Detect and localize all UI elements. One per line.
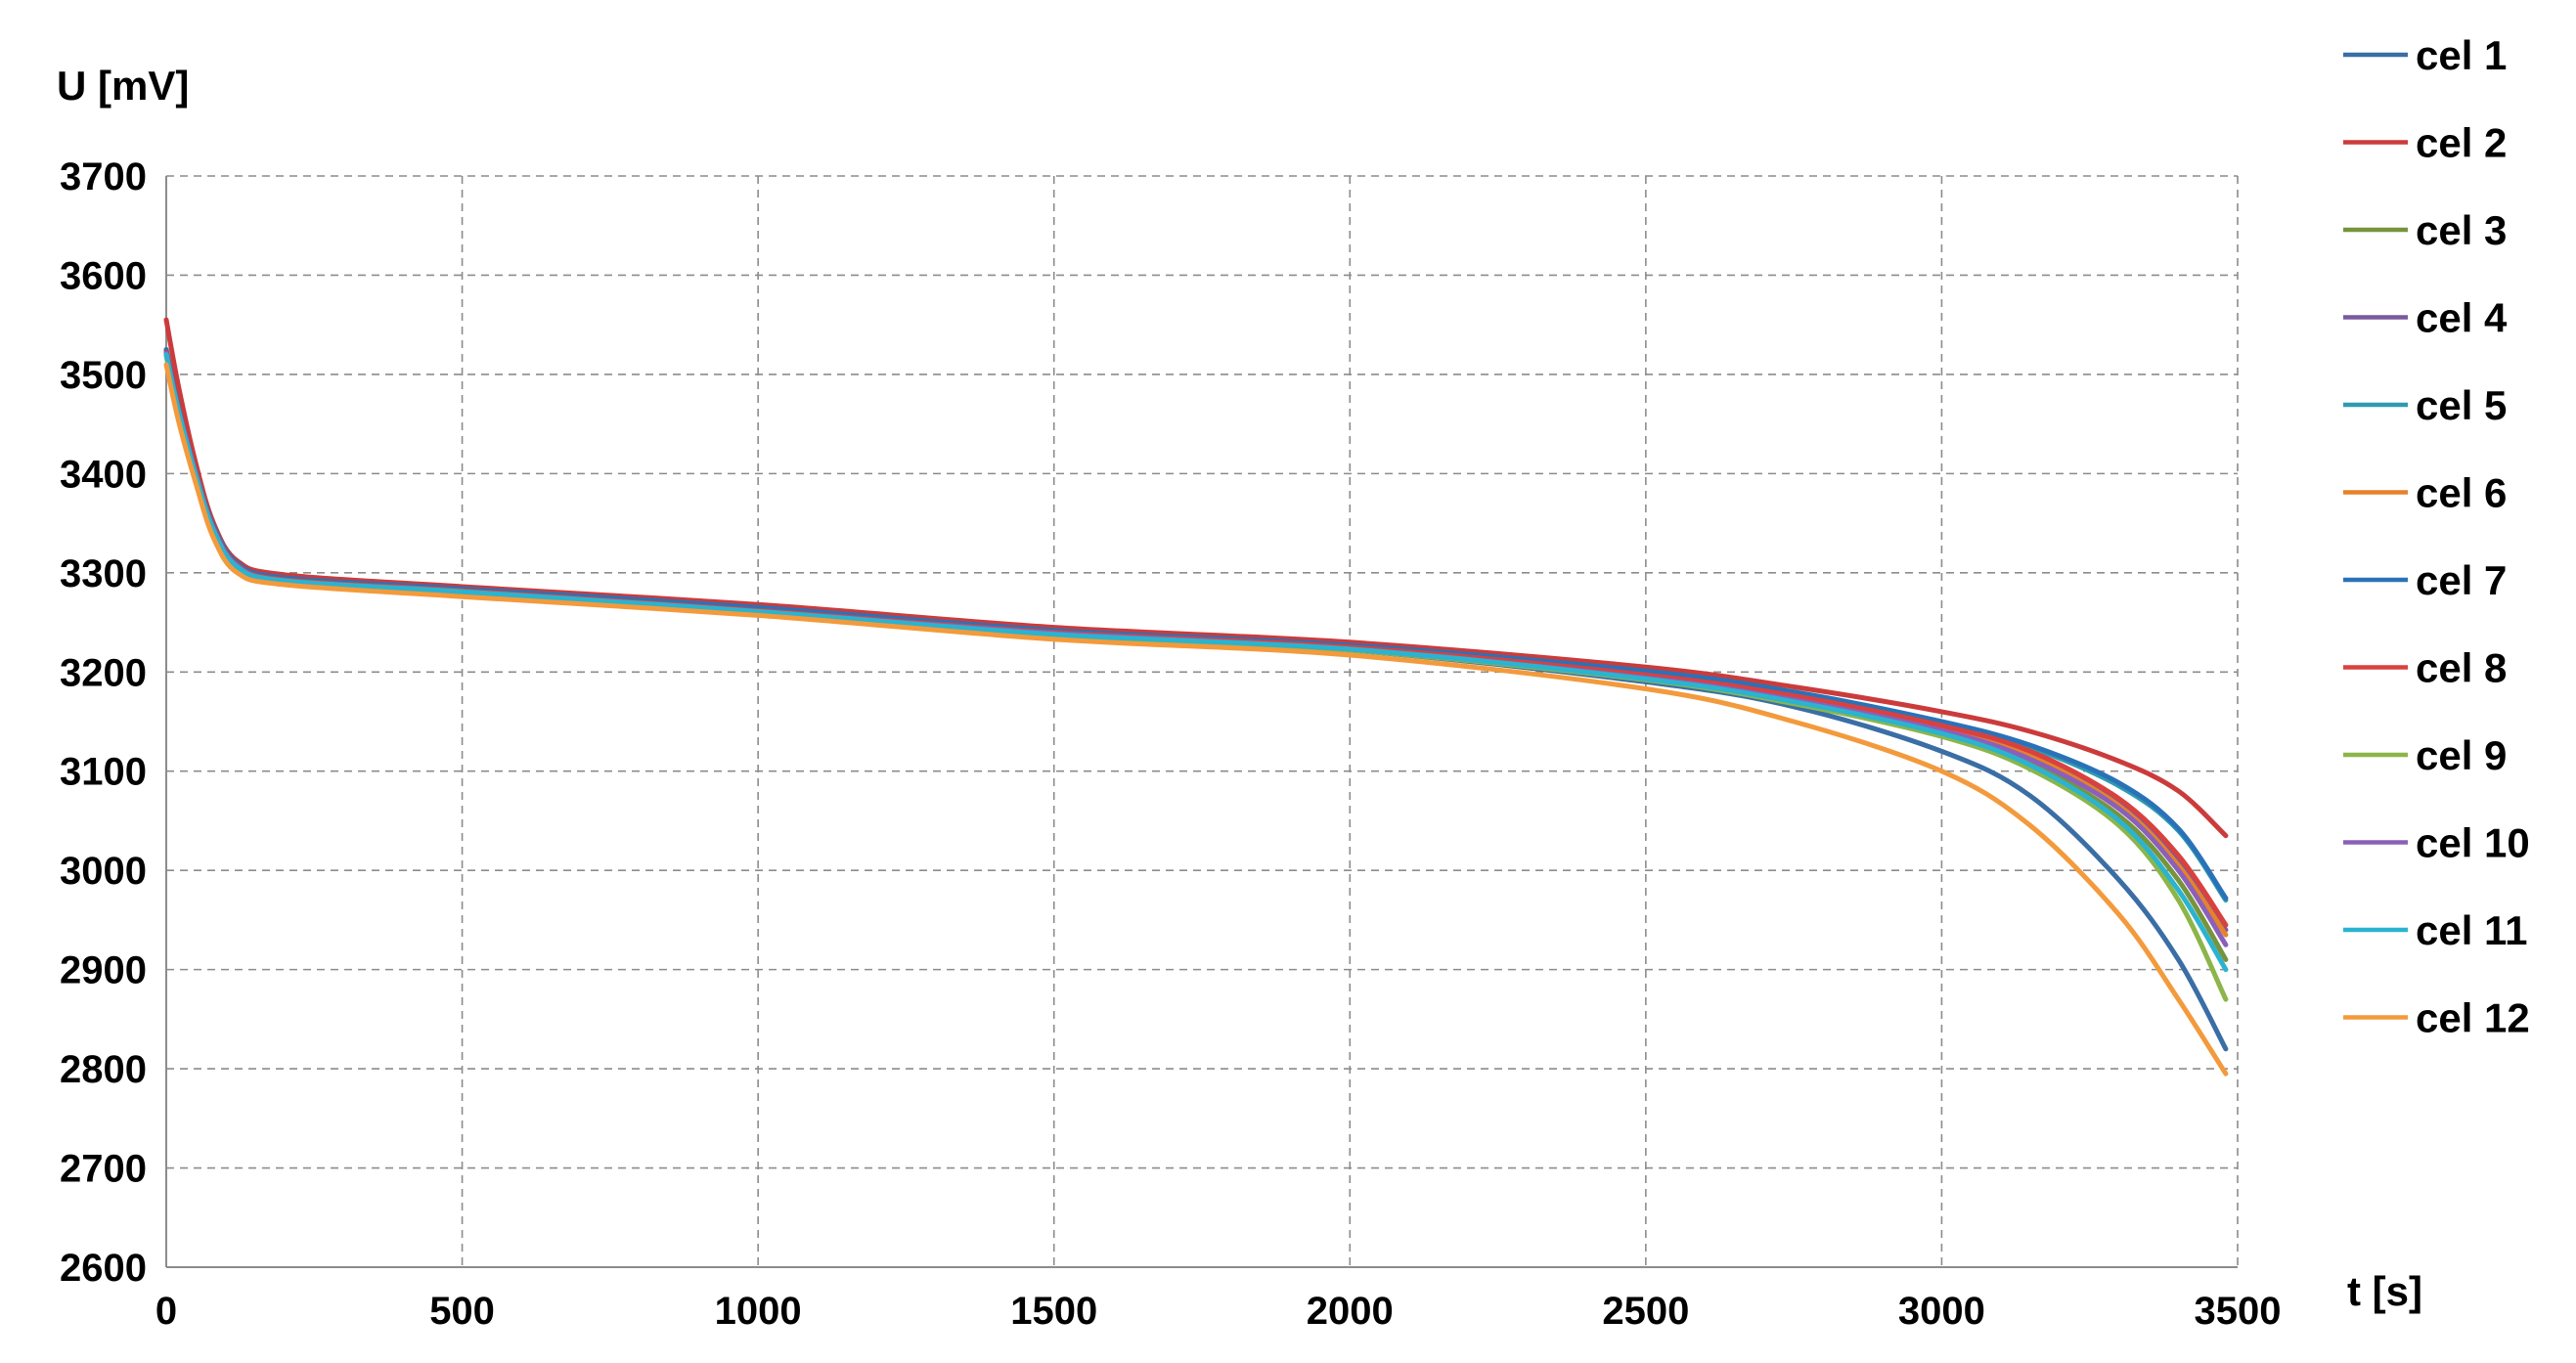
legend-label: cel 12 [2416,995,2530,1041]
y-tick-label: 3000 [60,850,147,893]
x-tick-label: 1000 [715,1290,802,1333]
legend-item: cel 12 [2343,995,2530,1041]
series-lines [163,317,2229,1077]
x-tick-label: 1500 [1010,1290,1097,1333]
x-tick-label: 3000 [1898,1290,1985,1333]
series-line-cel-7 [163,348,2229,901]
y-tick-label: 3500 [60,354,147,397]
series-line-cel-12 [163,362,2229,1077]
series-line-cel-5 [163,349,2229,903]
series-line-cel-10 [163,351,2229,947]
legend-label: cel 6 [2416,470,2507,516]
y-axis-label: U [mV] [57,63,189,109]
y-tick-labels: 2600 2700 2800 2900 3000 3100 3200 3300 3400 3500… [60,155,147,1290]
legend-item: cel 1 [2343,32,2507,78]
y-tick-label: 3400 [60,453,147,496]
y-tick-label: 3200 [60,651,147,694]
legend-label: cel 1 [2416,32,2507,78]
series-line-cel-11 [163,352,2229,973]
x-tick-label: 2000 [1307,1290,1394,1333]
legend-label: cel 5 [2416,382,2507,428]
x-tick-label: 500 [429,1290,495,1333]
grid [166,175,2238,1267]
legend-label: cel 4 [2416,295,2508,341]
legend-label: cel 7 [2416,557,2507,603]
legend-label: cel 8 [2416,645,2507,691]
series-line-cel-2 [163,317,2229,839]
legend-label: cel 9 [2416,732,2507,778]
y-tick-label: 3300 [60,552,147,595]
legend-item: cel 3 [2343,207,2507,253]
y-tick-label: 3100 [60,751,147,794]
legend-item: cel 11 [2343,907,2527,953]
legend-item: cel 4 [2343,295,2508,341]
legend: cel 1 cel 2 cel 3 cel 4 cel 5 cel 6 cel 7 cel 8… [2343,32,2530,1041]
series-line-cel-3 [163,352,2229,962]
series-line-cel-1 [163,347,2229,1052]
y-tick-label: 2600 [60,1247,147,1290]
x-tick-label: 2500 [1602,1290,1689,1333]
y-tick-label: 2700 [60,1148,147,1191]
x-tick-labels: 0 500 1000 1500 2000 2500 3000 3500 [155,1290,2282,1333]
x-tick-label: 3500 [2195,1290,2282,1333]
legend-item: cel 8 [2343,645,2507,691]
y-tick-label: 2800 [60,1048,147,1091]
y-tick-label: 3700 [60,155,147,198]
legend-item: cel 7 [2343,557,2507,603]
legend-item: cel 10 [2343,820,2530,866]
legend-label: cel 3 [2416,207,2507,253]
legend-label: cel 2 [2416,120,2507,166]
y-tick-label: 3600 [60,254,147,297]
y-tick-label: 2900 [60,949,147,992]
legend-label: cel 10 [2416,820,2530,866]
legend-label: cel 11 [2416,907,2527,953]
x-axis-label: t [s] [2347,1268,2422,1314]
legend-item: cel 5 [2343,382,2507,428]
x-tick-label: 0 [155,1290,177,1333]
legend-item: cel 6 [2343,470,2507,516]
legend-item: cel 2 [2343,120,2507,166]
series-line-cel-9 [163,353,2229,1002]
legend-item: cel 9 [2343,732,2507,778]
